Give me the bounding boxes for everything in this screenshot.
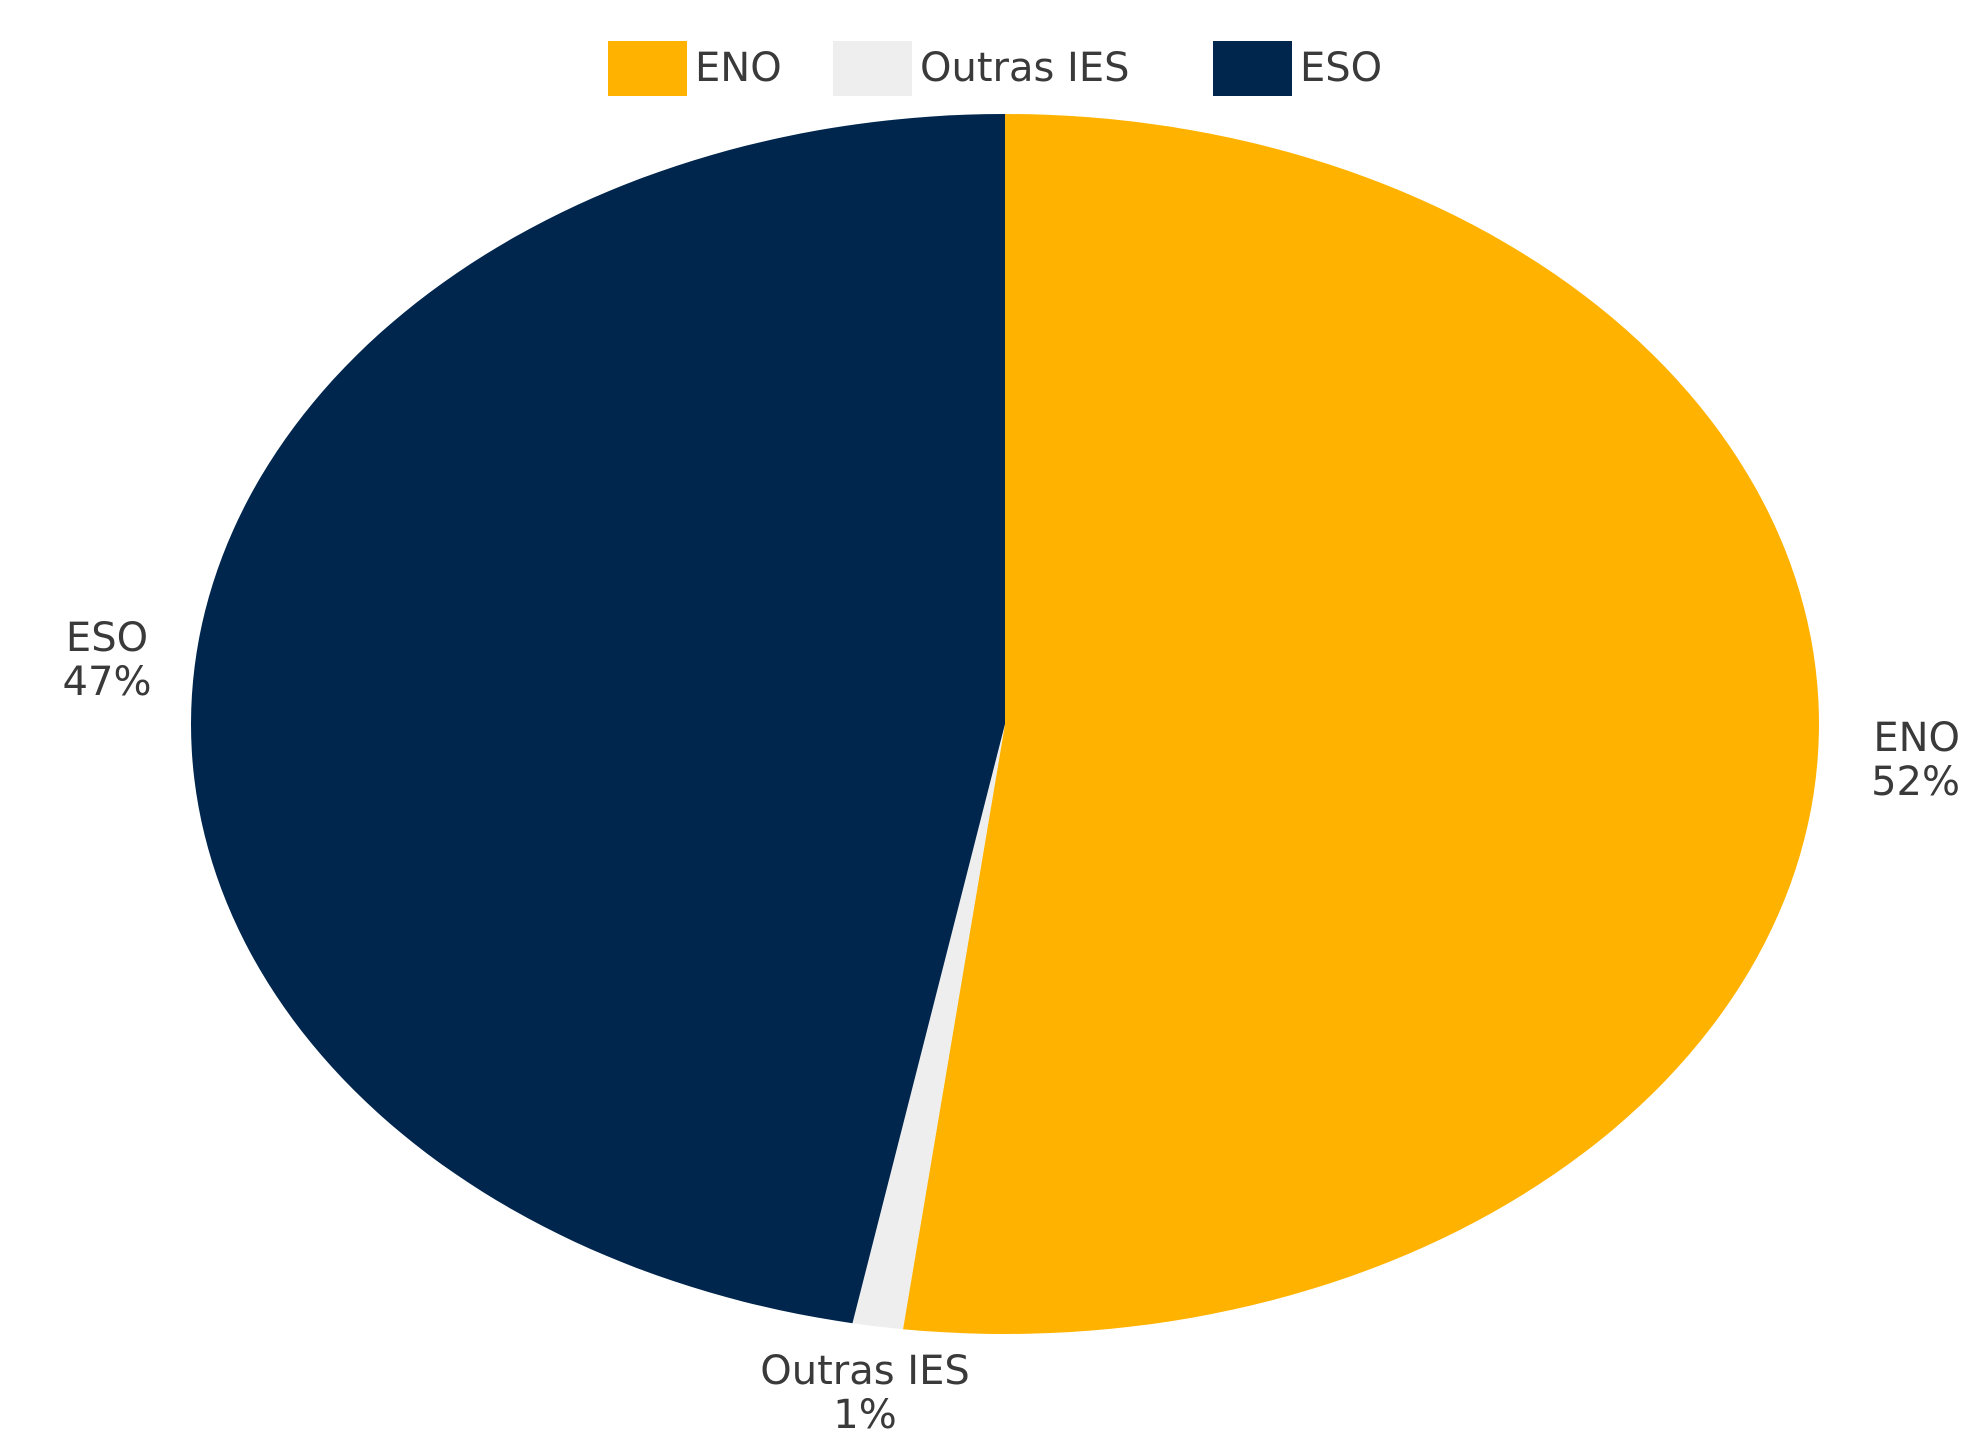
data-label-name: ENO <box>1873 715 1960 761</box>
data-label-name: Outras IES <box>760 1348 970 1394</box>
data-label-name: ESO <box>66 615 148 661</box>
pie-slice <box>902 114 1819 1334</box>
legend-label: ESO <box>1300 45 1382 91</box>
legend-swatch <box>833 41 912 96</box>
legend-label: Outras IES <box>920 45 1130 91</box>
data-label-value: 47% <box>63 659 152 705</box>
data-label-value: 1% <box>833 1392 896 1438</box>
legend-label: ENO <box>695 45 782 91</box>
data-label-value: 52% <box>1871 759 1960 805</box>
pie-slice <box>190 114 1005 1324</box>
pie-slice <box>852 724 1005 1330</box>
legend-swatch <box>608 41 687 96</box>
legend-swatch <box>1213 41 1292 96</box>
